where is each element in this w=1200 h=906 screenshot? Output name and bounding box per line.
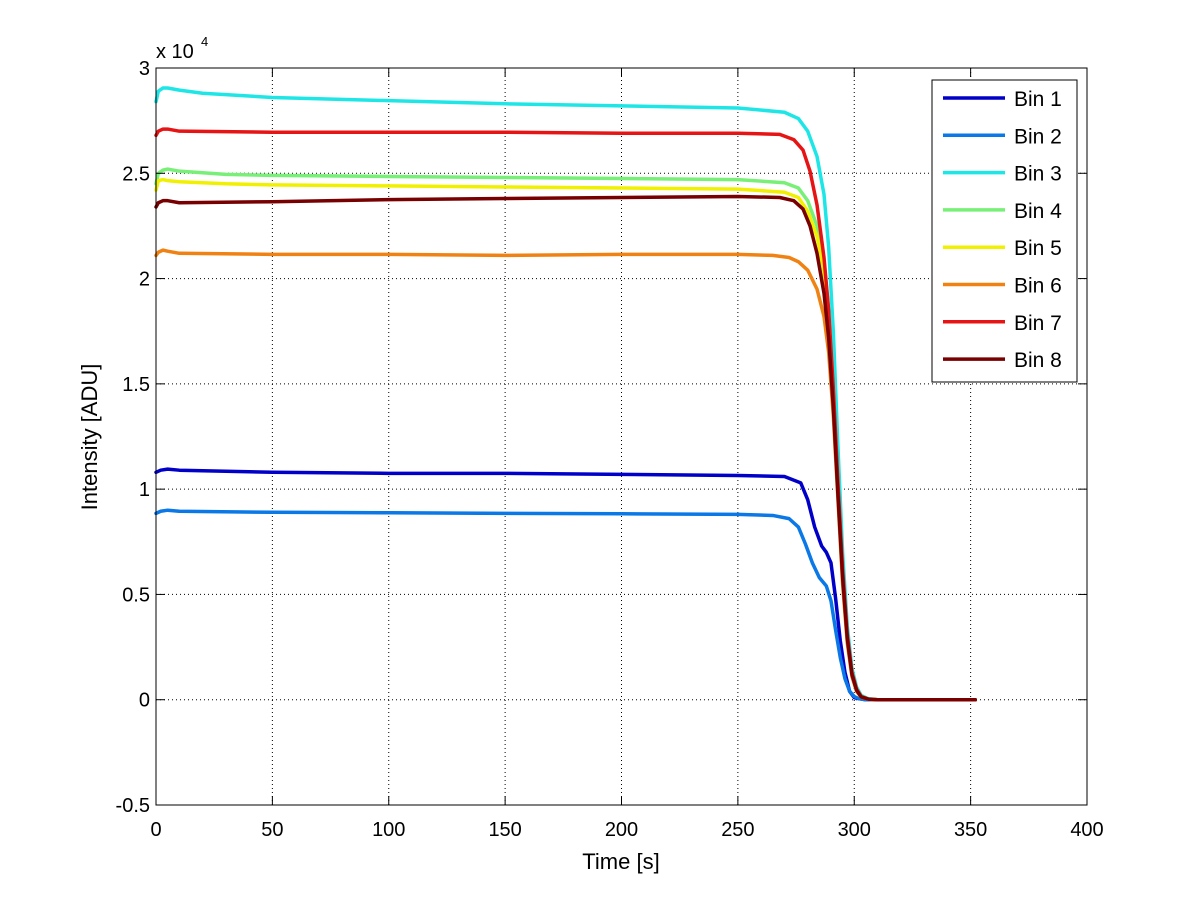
series-lines [154, 86, 978, 702]
y-exponent-label: x 10 [156, 41, 194, 63]
legend-label-bin-6: Bin 6 [1014, 275, 1062, 298]
x-tick-label: 350 [954, 819, 987, 841]
x-tick-label: 100 [372, 819, 405, 841]
legend-label-bin-8: Bin 8 [1014, 349, 1062, 372]
grid [156, 68, 1087, 805]
x-tick-label: 0 [150, 819, 161, 841]
legend-items: Bin 1 Bin 2 Bin 3 Bin 4 Bin 5 Bin 6 Bin 7 Bin 8 [943, 88, 1062, 372]
x-tick-label: 300 [838, 819, 871, 841]
legend: Bin 1 Bin 2 Bin 3 Bin 4 Bin 5 Bin 6 Bin 7 Bin 8 [931, 79, 1078, 383]
y-tick-label: 3 [139, 58, 150, 80]
x-tick-label: 150 [488, 819, 521, 841]
y-tick-label: 1 [139, 479, 150, 501]
series-line-bin-2 [154, 508, 978, 702]
y-exponent-power: 4 [201, 34, 208, 49]
x-tick-label: 400 [1070, 819, 1103, 841]
series-line-bin-8 [154, 194, 978, 702]
x-tick-label: 250 [721, 819, 754, 841]
x-axis-label: Time [s] [582, 849, 659, 874]
y-tick-label: 2 [139, 269, 150, 291]
y-tick-label: 0.5 [122, 584, 150, 606]
y-axis-label: Intensity [ADU] [77, 364, 102, 511]
legend-label-bin-7: Bin 7 [1014, 312, 1062, 335]
legend-label-bin-5: Bin 5 [1014, 237, 1062, 260]
x-tick-label: 200 [605, 819, 638, 841]
y-tick-label: 1.5 [122, 374, 150, 396]
x-tick-label: 50 [261, 819, 283, 841]
y-tick-label: -0.5 [116, 795, 150, 817]
legend-box [931, 79, 1078, 383]
legend-label-bin-4: Bin 4 [1014, 200, 1062, 223]
legend-label-bin-1: Bin 1 [1014, 88, 1062, 111]
legend-label-bin-2: Bin 2 [1014, 125, 1062, 148]
y-tick-label: 0 [139, 690, 150, 712]
y-tick-label: 2.5 [122, 163, 150, 185]
ticks: 0 50 100 150 200 250 300 350 400-0.500.511.522.5… [116, 58, 1104, 841]
legend-label-bin-3: Bin 3 [1014, 163, 1062, 186]
